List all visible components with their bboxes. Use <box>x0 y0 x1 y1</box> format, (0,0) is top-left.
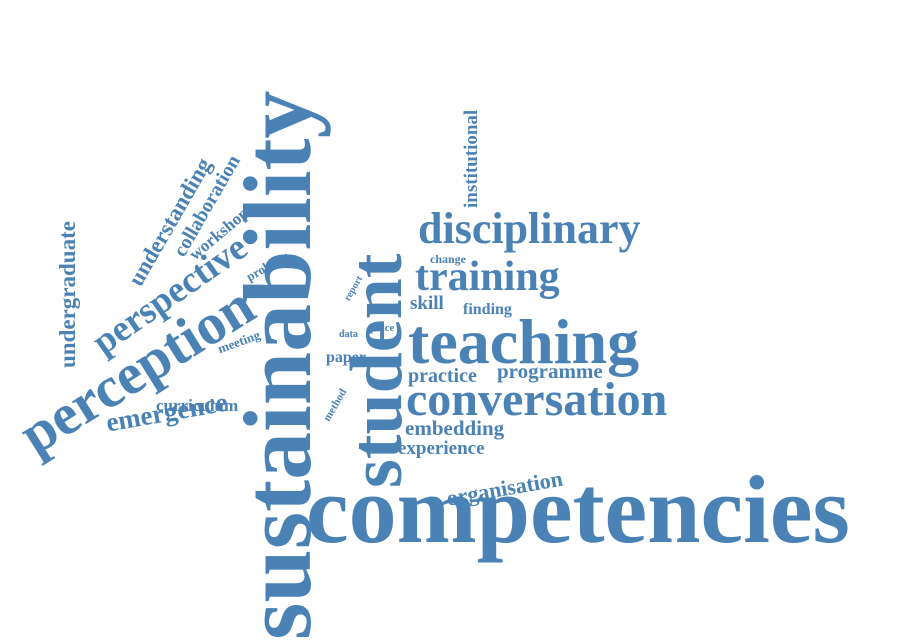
word-place: place <box>370 322 395 334</box>
word-change: change <box>430 252 466 266</box>
word-training: training <box>415 254 560 300</box>
word-disciplinary: disciplinary <box>418 204 641 253</box>
word-experience: experience <box>398 438 485 459</box>
word-conversation: conversation <box>406 373 668 426</box>
word-competencies: competencies <box>306 456 850 563</box>
word-finding: finding <box>463 301 512 318</box>
word-institutional: institutional <box>461 109 482 208</box>
word-skill: skill <box>410 293 444 314</box>
word-embedding: embedding <box>405 416 505 440</box>
word-programme: programme <box>497 359 603 383</box>
word-undergraduate: undergraduate <box>55 221 80 368</box>
word-curriculum: curriculum <box>156 396 239 415</box>
word-paper: paper <box>326 349 366 366</box>
word-data: data <box>339 329 358 340</box>
word-teaching: teaching <box>408 306 640 377</box>
word-practice: practice <box>408 365 477 387</box>
